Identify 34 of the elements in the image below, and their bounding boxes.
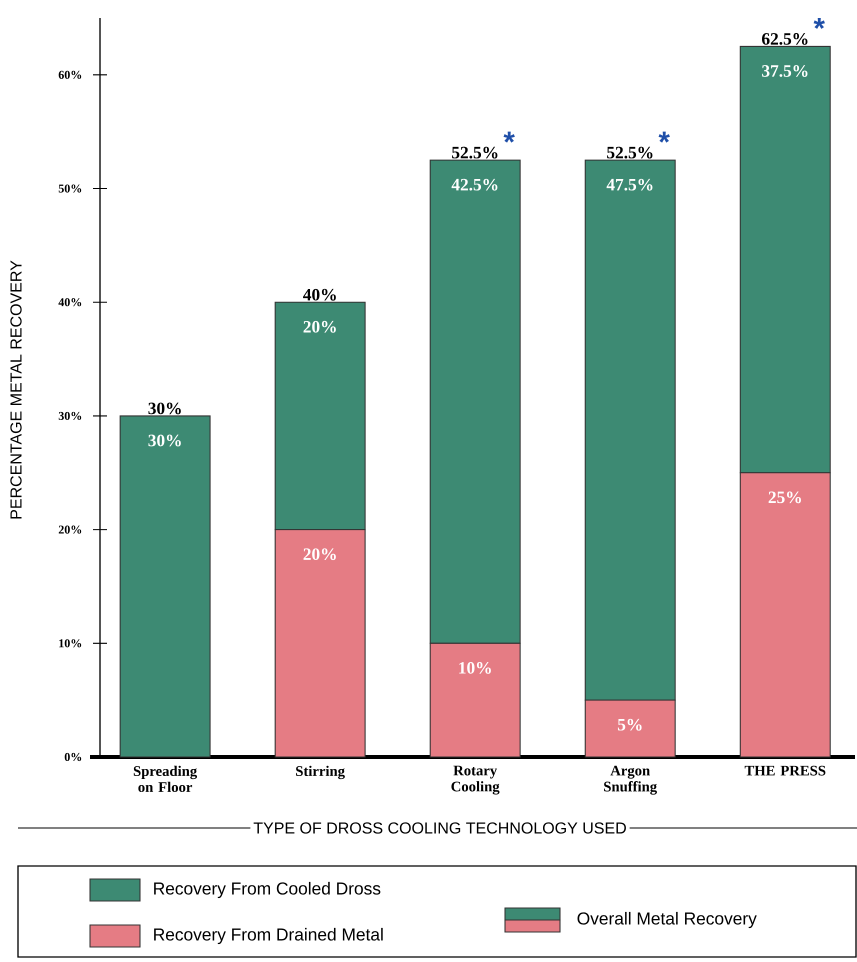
- y-tick-label: 10%: [59, 639, 82, 648]
- x-tick-label: Rotary Cooling: [451, 766, 500, 795]
- annotation: *: [504, 132, 515, 143]
- data-label: 47.5%: [606, 178, 652, 191]
- data-label: 20%: [304, 320, 336, 333]
- annotation: *: [658, 132, 670, 143]
- data-label: 10%: [459, 662, 491, 674]
- total-label: 40%: [303, 288, 336, 301]
- data-label: 5%: [618, 718, 642, 731]
- total-label: 62.5%: [762, 33, 808, 45]
- data-label: 37.5%: [762, 65, 808, 77]
- total-label: 52.5%: [452, 146, 498, 159]
- y-tick-label: 30%: [58, 412, 82, 420]
- x-tick-label: Argon Snuffing: [604, 766, 657, 795]
- x-tick-label: Spreading on Floor: [134, 766, 198, 792]
- y-tick-label: 60%: [58, 70, 82, 79]
- annotation: *: [814, 18, 825, 29]
- y-tick-label: 40%: [58, 298, 82, 306]
- legend-label: Recovery From Cooled Dross: [154, 882, 380, 898]
- y-tick-label: 50%: [58, 184, 82, 193]
- data-label: 42.5%: [452, 178, 498, 191]
- data-label: 20%: [304, 548, 336, 560]
- y-tick-label: 0%: [64, 752, 82, 762]
- data-label: 30%: [148, 434, 181, 446]
- x-axis-title: TYPE OF DROSS COOLING TECHNOLOGY USED: [254, 822, 626, 834]
- y-tick-label: 20%: [58, 526, 82, 534]
- total-label: 30%: [148, 402, 181, 414]
- text: Overall Metal Recovery: [578, 912, 757, 928]
- total-label: 52.5%: [607, 146, 652, 159]
- x-tick-label: Stirring: [296, 766, 345, 780]
- legend-label: Recovery From Drained Metal: [154, 928, 383, 944]
- y-axis-title: PERCENTAGE METAL RECOVERY: [10, 260, 22, 518]
- x-tick-label: THE PRESS: [744, 766, 826, 776]
- data-label: 25%: [768, 491, 801, 504]
